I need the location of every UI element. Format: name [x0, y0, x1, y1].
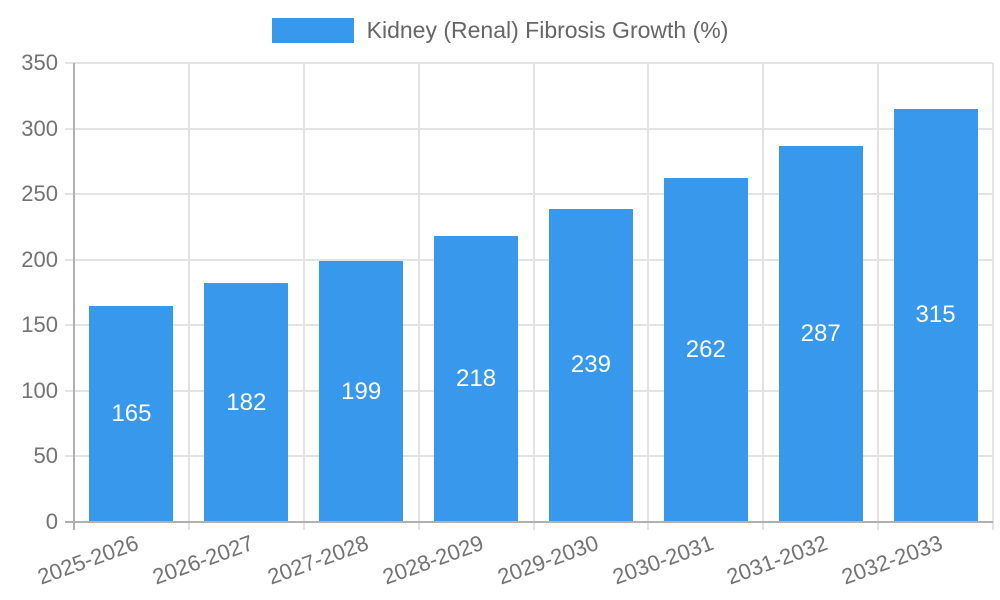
- y-gridline: [65, 258, 993, 261]
- x-axis-tick-label: 2031-2032: [723, 530, 832, 590]
- x-gridline: [187, 63, 190, 530]
- x-gridline: [302, 63, 305, 530]
- x-axis-tick-label: 2025-2026: [34, 530, 142, 590]
- bar-value-label: 218: [456, 365, 497, 393]
- legend-item[interactable]: Kidney (Renal) Fibrosis Growth (%): [271, 17, 729, 44]
- y-gridline: [65, 389, 993, 392]
- y-axis-tick-label: 300: [21, 115, 58, 141]
- y-axis-line: [73, 63, 75, 530]
- y-axis-tick-label: 150: [21, 312, 58, 338]
- x-axis-line: [65, 521, 993, 523]
- y-axis-tick-label: 350: [21, 50, 58, 75]
- bar[interactable]: 218: [434, 236, 519, 522]
- y-axis-tick-label: 50: [33, 443, 58, 469]
- y-gridline: [65, 193, 993, 196]
- y-axis-tick-label: 200: [21, 246, 58, 272]
- bar-value-label: 182: [226, 388, 267, 416]
- x-axis-tick-label: 2027-2028: [264, 530, 372, 590]
- y-gridline: [65, 455, 993, 458]
- bar-value-label: 199: [341, 377, 382, 405]
- x-axis-tick-label: 2030-2031: [608, 530, 717, 590]
- x-gridline: [992, 63, 994, 530]
- x-gridline: [877, 63, 880, 530]
- legend-label: Kidney (Renal) Fibrosis Growth (%): [366, 17, 729, 43]
- y-gridline: [65, 324, 993, 327]
- y-axis-tick-label: 250: [21, 181, 58, 207]
- bar[interactable]: 239: [548, 208, 633, 522]
- chart-legend: Kidney (Renal) Fibrosis Growth (%): [0, 17, 1000, 44]
- y-axis-tick-label: 0: [45, 509, 58, 534]
- y-gridline: [65, 62, 993, 64]
- bar[interactable]: 182: [204, 283, 289, 522]
- legend-swatch: [271, 18, 354, 43]
- plot-area: 0 50 100 150 200 250 300 350 165 2025-2026 182 2026…: [21, 52, 994, 589]
- bar-value-label: 239: [570, 351, 611, 379]
- bar[interactable]: 315: [893, 108, 978, 522]
- bar[interactable]: 287: [778, 145, 863, 522]
- y-axis-tick-label: 100: [21, 377, 58, 403]
- bar-value-label: 315: [915, 301, 956, 329]
- x-gridline: [647, 63, 650, 530]
- bar[interactable]: 199: [319, 261, 404, 522]
- x-axis-tick-label: 2029-2030: [494, 530, 602, 590]
- bar-value-label: 165: [111, 399, 152, 427]
- x-axis-tick-label: 2028-2029: [379, 530, 487, 590]
- x-axis-tick-label: 2026-2027: [149, 530, 257, 590]
- x-gridline: [417, 63, 420, 530]
- y-gridline: [65, 127, 993, 130]
- bar[interactable]: 262: [663, 178, 748, 522]
- bar-value-label: 287: [800, 319, 841, 347]
- x-axis-tick-label: 2032-2033: [838, 530, 947, 590]
- bar-value-label: 262: [685, 336, 726, 364]
- x-gridline: [762, 63, 765, 530]
- bar[interactable]: 165: [89, 305, 174, 522]
- x-gridline: [532, 63, 535, 530]
